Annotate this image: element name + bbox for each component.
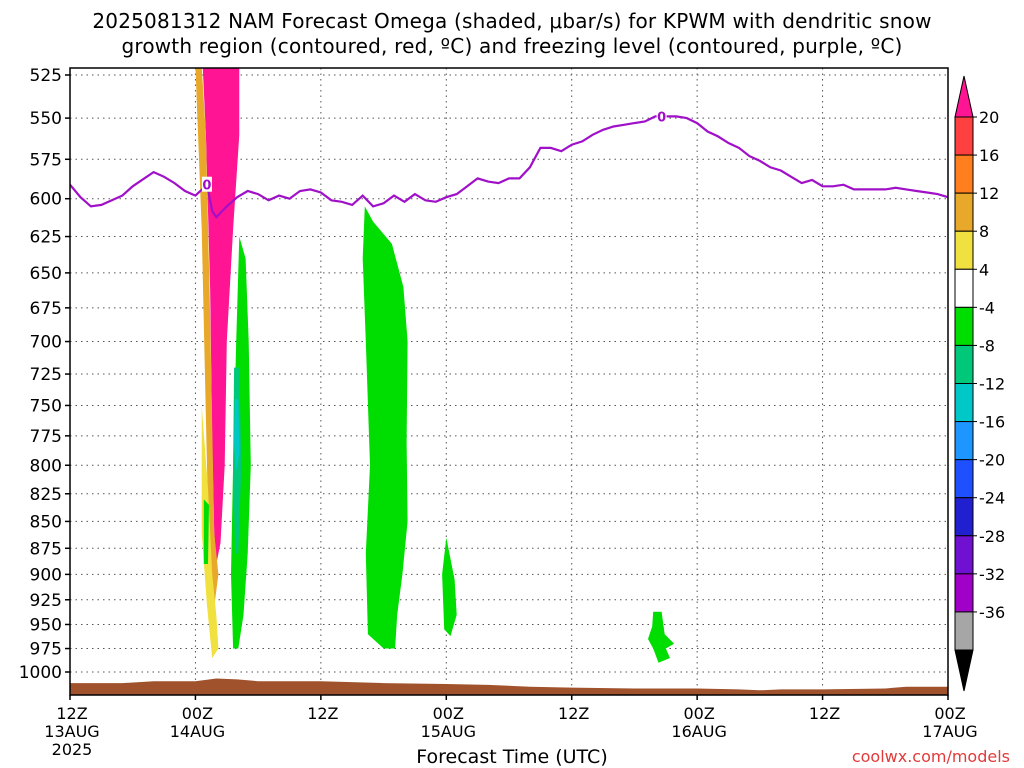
colorbar-swatch (954, 383, 974, 423)
y-tick-label: 675 (30, 299, 62, 319)
colorbar-label: -32 (979, 565, 1005, 584)
colorbar-swatch (954, 421, 974, 461)
colorbar-label: 4 (979, 260, 989, 279)
x-tick-label: 00Z (182, 704, 213, 723)
y-tick-label: 600 (30, 190, 62, 210)
x-tick-label: 17AUG (922, 722, 977, 741)
colorbar-label: 8 (979, 222, 989, 241)
colorbar-swatch (954, 611, 974, 651)
y-tick-label: 550 (30, 109, 62, 129)
contour-label-bg (201, 176, 212, 192)
colorbar-swatch (954, 459, 974, 499)
colorbar: 20 16 12 8 4 -4 -8 -12 -16 -20 -24 -28 -32 -36 (954, 75, 1005, 692)
x-tick-label: 12Z (56, 704, 87, 723)
contour-label: 0 (657, 110, 666, 125)
y-tick-label: 625 (30, 228, 62, 248)
x-tick-label: 00Z (934, 704, 965, 723)
y-tick-label: 700 (30, 333, 62, 353)
omega-region-6 (203, 499, 209, 564)
colorbar-swatch (954, 535, 974, 575)
omega-region-7 (362, 206, 408, 649)
terrain-area (70, 678, 948, 695)
colorbar-swatch (954, 344, 974, 384)
y-tick-label: 1000 (19, 663, 62, 683)
x-tick-label: 12Z (809, 704, 840, 723)
chart-title-line-2: growth region (contoured, red, ºC) and f… (121, 34, 903, 58)
y-tick-label: 975 (30, 640, 62, 660)
y-axis: 525 550 575 600 625 650 675 700 725 750 775 800 825 8… (19, 66, 70, 683)
colorbar-top-triangle (954, 75, 974, 118)
colorbar-label: 16 (979, 146, 999, 165)
omega-shading (195, 68, 675, 663)
x-tick-label: 2025 (52, 740, 93, 759)
contour-label-bg (656, 108, 667, 124)
colorbar-label: -4 (979, 298, 995, 317)
colorbar-swatch (954, 192, 974, 232)
x-tick-label: 00Z (433, 704, 464, 723)
colorbar-swatch (954, 306, 974, 346)
colorbar-swatch (954, 497, 974, 537)
x-tick-label: 16AUG (671, 722, 726, 741)
freezing-level-contour: 00 (70, 108, 948, 219)
y-tick-label: 650 (30, 264, 62, 284)
colorbar-label: -36 (979, 603, 1005, 622)
colorbar-label: -12 (979, 375, 1005, 394)
colorbar-swatch (954, 116, 974, 156)
omega-region-5 (234, 399, 240, 471)
omega-region-2 (201, 405, 219, 658)
terrain-fill (70, 678, 948, 695)
y-tick-label: 800 (30, 456, 62, 476)
chart-title-line-1: 2025081312 NAM Forecast Omega (shaded, μ… (92, 9, 932, 33)
y-tick-label: 575 (30, 150, 62, 170)
colorbar-label: -20 (979, 451, 1005, 470)
colorbar-bottom-triangle (954, 649, 974, 692)
colorbar-swatch (954, 268, 974, 308)
colorbar-swatch (954, 154, 974, 194)
y-tick-label: 875 (30, 539, 62, 559)
contour-label: 0 (202, 179, 211, 194)
colorbar-label: -28 (979, 527, 1005, 546)
x-axis-title: Forecast Time (UTC) (416, 746, 608, 768)
plot-frame (69, 67, 949, 696)
y-tick-label: 825 (30, 485, 62, 505)
y-tick-label: 750 (30, 396, 62, 416)
y-tick-label: 725 (30, 365, 62, 385)
y-tick-label: 525 (30, 66, 62, 86)
y-tick-label: 950 (30, 615, 62, 635)
x-tick-label: 14AUG (170, 722, 225, 741)
omega-region-9 (648, 611, 675, 663)
omega-region-1 (195, 68, 219, 615)
credit-text: coolwx.com/models (851, 747, 1010, 766)
colorbar-swatch (954, 573, 974, 613)
x-tick-label: 00Z (683, 704, 714, 723)
colorbar-label: 20 (979, 108, 999, 127)
colorbar-label: -16 (979, 413, 1005, 432)
freezing-level-line (70, 115, 948, 219)
omega-region-8 (442, 537, 457, 637)
x-tick-label: 12Z (307, 704, 338, 723)
colorbar-label: -8 (979, 336, 995, 355)
y-tick-label: 925 (30, 591, 62, 611)
colorbar-label: -24 (979, 489, 1005, 508)
x-tick-label: 12Z (558, 704, 589, 723)
y-tick-label: 900 (30, 565, 62, 585)
y-tick-label: 775 (30, 427, 62, 447)
omega-region-0 (202, 68, 240, 564)
colorbar-label: 12 (979, 184, 999, 203)
y-tick-label: 850 (30, 512, 62, 532)
x-tick-label: 13AUG (44, 722, 99, 741)
colorbar-swatch (954, 230, 974, 270)
x-tick-label: 15AUG (421, 722, 476, 741)
